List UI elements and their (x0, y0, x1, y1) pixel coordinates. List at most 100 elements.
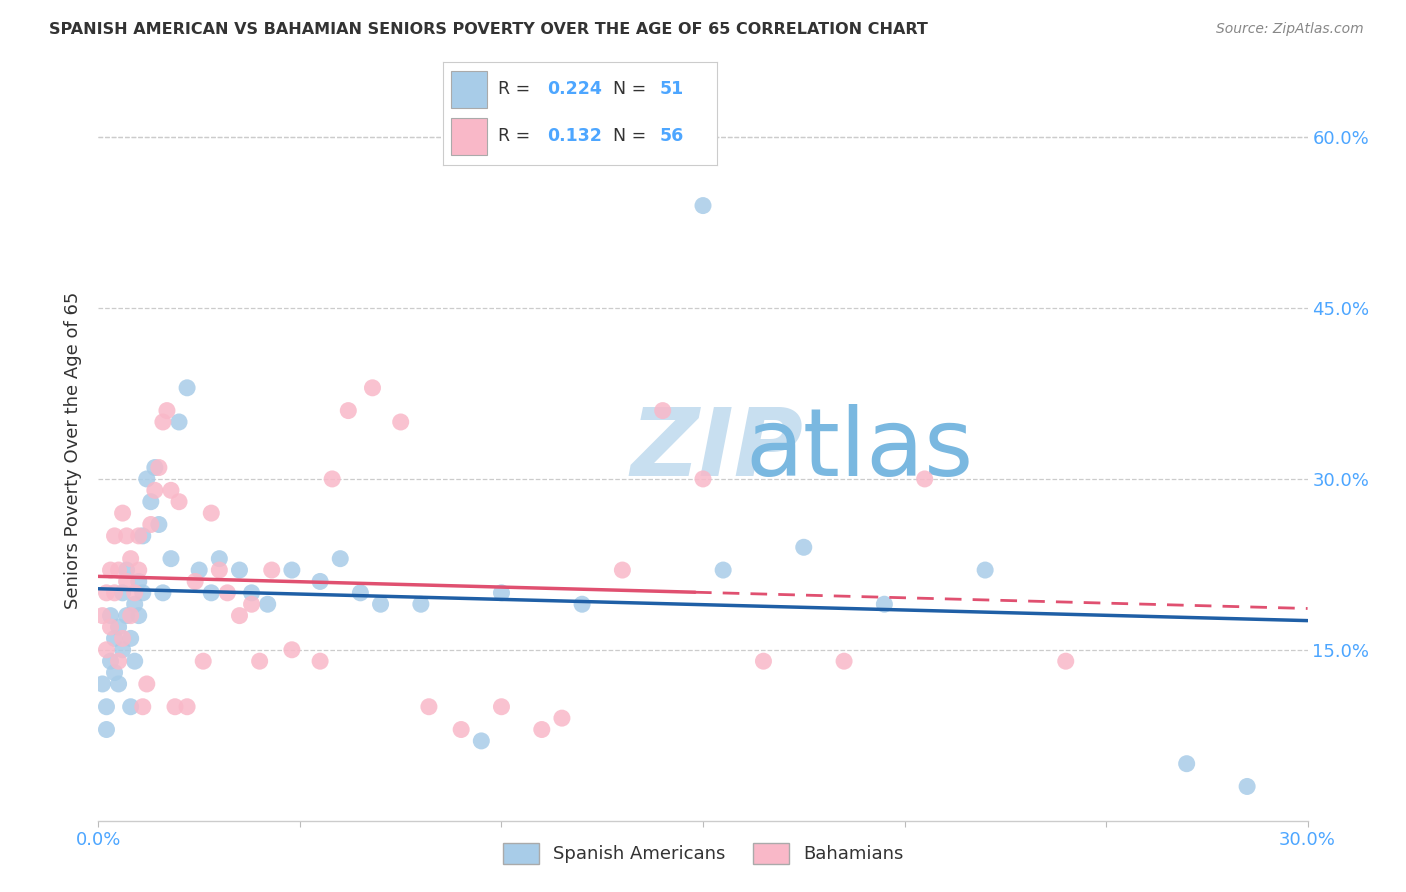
Point (256, 597, 278, 611)
Text: Source: ZipAtlas.com: Source: ZipAtlas.com (1216, 22, 1364, 37)
Point (711, 563, 734, 577)
Point (184, 574, 207, 589)
Point (103, 632, 125, 646)
Point (124, 586, 146, 600)
Point (132, 699, 155, 714)
Point (115, 563, 138, 577)
Point (111, 586, 134, 600)
Text: SPANISH AMERICAN VS BAHAMIAN SENIORS POVERTY OVER THE AGE OF 65 CORRELATION CHAR: SPANISH AMERICAN VS BAHAMIAN SENIORS POV… (49, 22, 928, 37)
Point (120, 551, 142, 566)
Point (491, 699, 513, 714)
Point (612, 563, 634, 577)
Y-axis label: Seniors Poverty Over the Age of 65: Seniors Poverty Over the Age of 65 (63, 292, 82, 609)
Point (115, 608, 138, 623)
Point (107, 620, 129, 634)
Point (120, 608, 142, 623)
Point (91, 677, 114, 691)
Point (329, 551, 352, 566)
Point (228, 563, 250, 577)
Point (200, 586, 222, 600)
Point (208, 551, 231, 566)
Point (793, 541, 815, 555)
Point (124, 654, 146, 668)
Point (139, 494, 162, 508)
Point (309, 654, 332, 668)
Point (163, 699, 186, 714)
Point (148, 460, 170, 475)
Text: ZIP: ZIP (630, 404, 803, 497)
Point (160, 483, 183, 498)
Point (128, 574, 150, 589)
Point (143, 483, 166, 498)
Bar (451, 118, 486, 155)
Point (107, 654, 129, 668)
Point (160, 551, 183, 566)
Point (692, 472, 714, 486)
Point (832, 654, 855, 668)
Text: R =: R = (498, 128, 536, 145)
Point (914, 472, 936, 486)
Point (370, 597, 392, 611)
Text: 0.132: 0.132 (547, 128, 602, 145)
Point (409, 597, 432, 611)
Point (143, 460, 166, 475)
Point (418, 699, 440, 714)
Point (530, 723, 553, 737)
Point (349, 586, 371, 600)
Point (240, 586, 263, 600)
Text: R =: R = (498, 80, 536, 98)
Point (281, 563, 304, 577)
Point (309, 574, 332, 589)
Point (128, 529, 150, 543)
Point (96, 699, 118, 714)
Point (389, 415, 412, 429)
Point (281, 642, 304, 657)
Point (100, 654, 122, 668)
Point (176, 381, 198, 395)
Point (124, 597, 146, 611)
Point (120, 699, 142, 714)
Point (152, 586, 174, 600)
Point (96, 723, 118, 737)
Text: atlas: atlas (745, 404, 973, 497)
Bar (451, 70, 486, 108)
Point (240, 597, 263, 611)
Point (873, 597, 896, 611)
Point (470, 734, 492, 748)
Point (96, 642, 118, 657)
Point (361, 381, 384, 395)
Point (107, 563, 129, 577)
Point (491, 586, 513, 600)
Point (167, 494, 190, 508)
Point (111, 642, 134, 657)
Point (200, 506, 222, 520)
Point (152, 415, 174, 429)
Point (1175, 756, 1198, 771)
Point (100, 620, 122, 634)
Point (103, 586, 125, 600)
Point (1236, 780, 1258, 794)
Point (249, 654, 271, 668)
Point (103, 665, 125, 680)
Point (188, 563, 211, 577)
Point (115, 574, 138, 589)
Point (167, 415, 190, 429)
Point (100, 608, 122, 623)
Point (107, 677, 129, 691)
Point (1054, 654, 1077, 668)
Point (260, 563, 283, 577)
Point (135, 677, 157, 691)
Point (148, 517, 170, 532)
Point (132, 529, 155, 543)
Point (111, 506, 134, 520)
Point (135, 472, 157, 486)
Point (111, 632, 134, 646)
Point (132, 586, 155, 600)
Point (103, 529, 125, 543)
Point (651, 403, 673, 417)
Point (228, 608, 250, 623)
Point (321, 472, 343, 486)
Text: 0.224: 0.224 (547, 80, 602, 98)
Point (91, 608, 114, 623)
Point (115, 529, 138, 543)
